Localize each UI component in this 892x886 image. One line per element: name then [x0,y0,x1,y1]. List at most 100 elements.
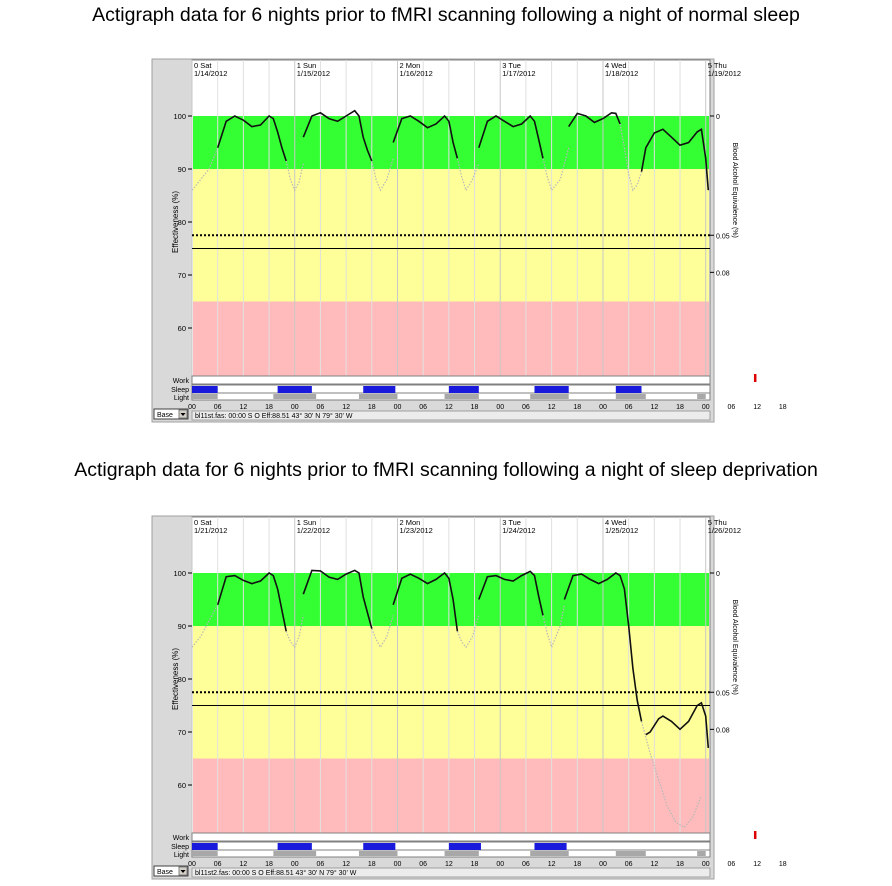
hour-label: 00 [394,861,402,868]
light-bar [273,394,317,399]
work-band [191,375,711,385]
hour-label: 18 [471,404,479,411]
base-dropdown[interactable] [153,865,189,877]
light-bar [530,851,569,856]
day-label: 2 Mon [399,518,420,527]
zone-red [193,758,709,833]
hour-label: 18 [573,861,581,868]
y-tick-label: 90 [178,165,186,174]
hour-label: 06 [419,404,427,411]
effectiveness-line [640,127,710,191]
sleep-bar [192,843,218,850]
hour-label: 06 [728,861,736,868]
sleep-period-line [542,147,570,192]
sleep-bar [277,843,312,850]
sleep-bar [448,843,481,850]
y-tick-label: 80 [178,675,186,684]
hour-label: 00 [496,861,504,868]
sleep-bar [192,386,218,393]
hour-label: 12 [548,404,556,411]
hour-label: 12 [445,404,453,411]
work-band [191,832,711,842]
hour-label: 18 [676,861,684,868]
date-label: 1/15/2012 [297,69,330,78]
light-bar [697,394,706,399]
chevron-down-icon [180,870,186,873]
effectiveness-line [302,109,373,162]
hour-label: 12 [548,861,556,868]
hour-label: 18 [368,404,376,411]
light-bar [615,851,646,856]
light-bar [615,394,646,399]
hour-label: 12 [753,861,761,868]
date-label: 1/25/2012 [605,526,638,535]
sleep-bar [534,386,569,393]
y2-axis-label: Blood Alcohol Equivalence (%) [731,143,738,238]
hour-label: 12 [650,861,658,868]
hour-label: 06 [317,861,325,868]
hour-label: 06 [419,861,427,868]
day-label: 4 Wed [605,61,627,70]
day-label: 5 Thu [708,518,727,527]
light-bar [192,394,218,399]
y2-tick-label: 0.05 [716,233,730,240]
sleep-period-line [285,615,304,649]
hour-label: 06 [317,404,325,411]
chart-title-normal-sleep: Actigraph data for 6 nights prior to fMR… [92,4,800,26]
zone-yellow [193,169,709,302]
hour-label: 00 [394,404,402,411]
hour-label: 06 [728,404,736,411]
zone-yellow [193,626,709,759]
date-label: 1/19/2012 [708,69,741,78]
hour-label: 06 [214,861,222,868]
sleep-period-line [191,147,219,191]
hour-label: 12 [239,404,247,411]
base-dropdown-label: Base [157,412,173,419]
work-mark [753,374,757,382]
day-label: 1 Sun [297,61,317,70]
zone-green [193,116,709,169]
light-row-label: Light [174,395,189,402]
work-row-label: Work [173,835,190,842]
y-tick-label: 100 [173,112,186,121]
light-bar [697,851,706,856]
chevron-down-icon [180,413,186,416]
light-bar [444,394,479,399]
effectiveness-line [568,111,621,128]
hour-label: 00 [188,861,196,868]
hour-label: 12 [445,861,453,868]
light-bar [273,851,317,856]
light-bar [192,851,218,856]
hour-label: 00 [291,861,299,868]
y2-tick-label: 0.05 [716,690,730,697]
hour-label: 18 [265,404,273,411]
day-label: 0 Sat [194,518,212,527]
hour-label: 18 [573,404,581,411]
hour-label: 18 [779,861,787,868]
work-row-label: Work [173,378,190,385]
day-label: 5 Thu [708,61,727,70]
sleep-period-line [456,158,480,192]
y-tick-label: 70 [178,728,186,737]
hour-label: 00 [291,404,299,411]
y-tick-label: 100 [173,569,186,578]
day-label: 1 Sun [297,518,317,527]
hour-label: 00 [188,404,196,411]
sleep-bar [363,386,396,393]
work-mark [753,831,757,839]
hour-label: 18 [471,861,479,868]
day-label: 4 Wed [605,518,627,527]
base-dropdown[interactable] [153,408,189,420]
y2-axis-label: Blood Alcohol Equivalence (%) [731,600,738,695]
hour-label: 00 [702,404,710,411]
y2-tick-label: 0 [716,571,720,578]
y-tick-label: 60 [178,781,186,790]
hour-label: 00 [599,404,607,411]
hour-label: 12 [753,404,761,411]
day-label: 3 Tue [502,61,521,70]
y-tick-label: 70 [178,271,186,280]
y2-tick-label: 0 [716,114,720,121]
zone-green [193,573,709,626]
